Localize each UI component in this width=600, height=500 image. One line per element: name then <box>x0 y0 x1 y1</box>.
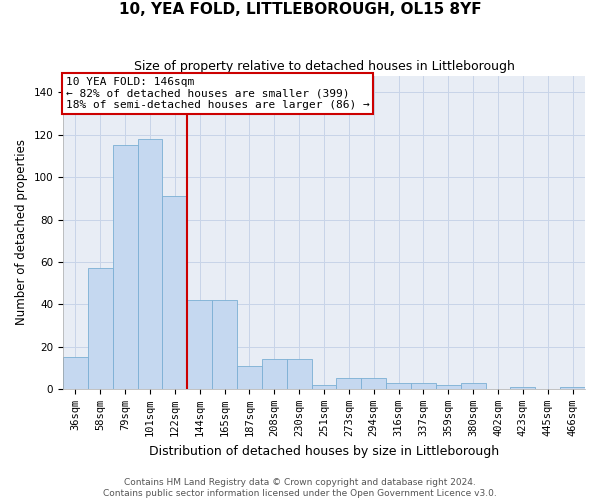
Bar <box>237 366 262 389</box>
Bar <box>262 360 287 389</box>
Text: 10, YEA FOLD, LITTLEBOROUGH, OL15 8YF: 10, YEA FOLD, LITTLEBOROUGH, OL15 8YF <box>119 2 481 18</box>
Title: Size of property relative to detached houses in Littleborough: Size of property relative to detached ho… <box>134 60 514 73</box>
Bar <box>187 300 212 389</box>
Bar <box>63 357 88 389</box>
Bar <box>88 268 113 389</box>
Bar <box>212 300 237 389</box>
Text: Contains HM Land Registry data © Crown copyright and database right 2024.
Contai: Contains HM Land Registry data © Crown c… <box>103 478 497 498</box>
Y-axis label: Number of detached properties: Number of detached properties <box>15 139 28 325</box>
Bar <box>361 378 386 389</box>
Bar <box>113 146 137 389</box>
Bar <box>560 387 585 389</box>
Bar <box>337 378 361 389</box>
Bar <box>163 196 187 389</box>
Bar <box>137 139 163 389</box>
Bar <box>411 382 436 389</box>
X-axis label: Distribution of detached houses by size in Littleborough: Distribution of detached houses by size … <box>149 444 499 458</box>
Text: 10 YEA FOLD: 146sqm
← 82% of detached houses are smaller (399)
18% of semi-detac: 10 YEA FOLD: 146sqm ← 82% of detached ho… <box>65 77 370 110</box>
Bar <box>287 360 311 389</box>
Bar <box>461 382 485 389</box>
Bar <box>311 384 337 389</box>
Bar <box>511 387 535 389</box>
Bar <box>386 382 411 389</box>
Bar <box>436 384 461 389</box>
